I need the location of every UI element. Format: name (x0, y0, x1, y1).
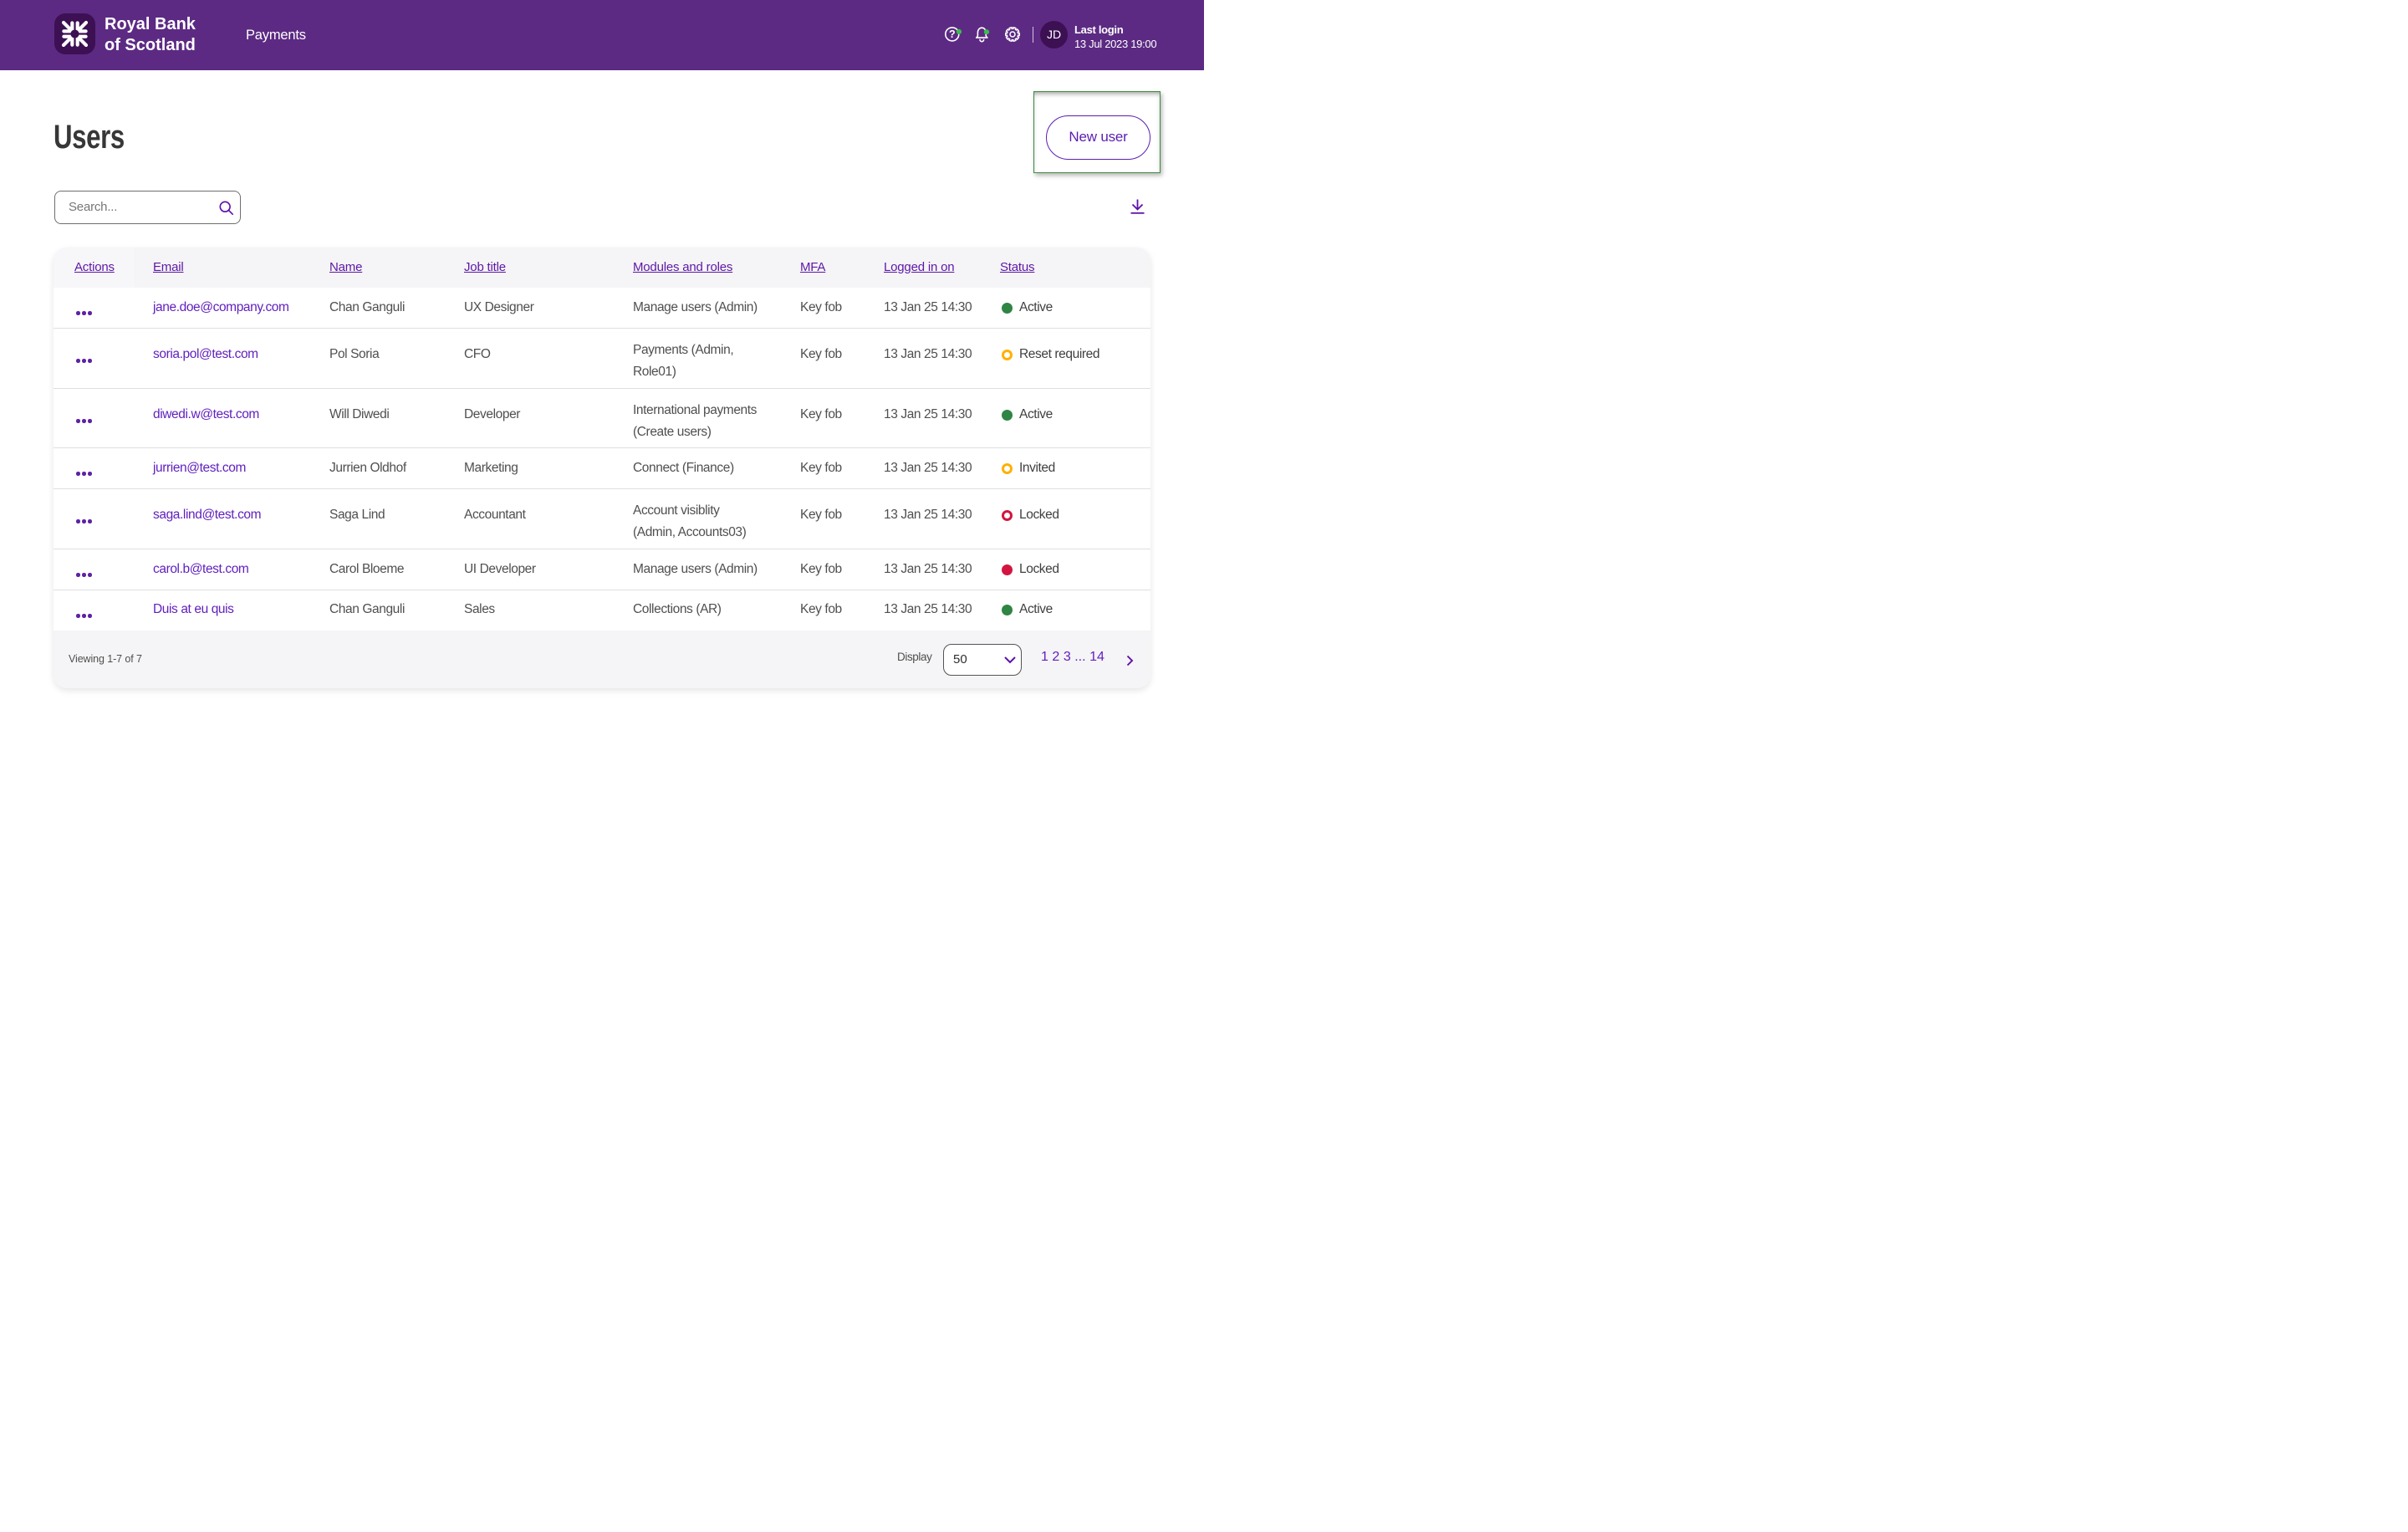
svg-text:?: ? (949, 28, 956, 40)
